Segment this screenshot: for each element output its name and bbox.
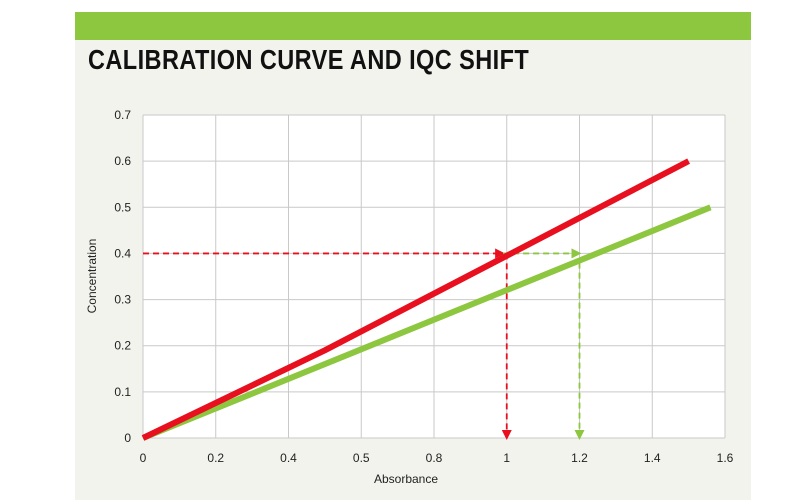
x-tick-label: 0.8 bbox=[426, 451, 443, 465]
x-tick-label: 1 bbox=[503, 451, 510, 465]
y-tick-label: 0.2 bbox=[114, 339, 131, 353]
x-tick-label: 0.2 bbox=[207, 451, 224, 465]
y-tick-label: 0 bbox=[124, 431, 131, 445]
x-tick-label: 1.2 bbox=[571, 451, 588, 465]
x-tick-label: 1.4 bbox=[644, 451, 661, 465]
header-accent-bar bbox=[75, 12, 751, 40]
y-tick-label: 0.3 bbox=[114, 293, 131, 307]
y-tick-label: 0.4 bbox=[114, 246, 131, 260]
x-tick-label: 1.6 bbox=[717, 451, 734, 465]
x-axis-label: Absorbance bbox=[374, 472, 438, 486]
calibration-line-green bbox=[141, 204, 712, 441]
chart-title: CALIBRATION CURVE AND IQC SHIFT bbox=[88, 44, 530, 75]
y-tick-label: 0.7 bbox=[114, 108, 131, 122]
x-tick-label: 0.5 bbox=[353, 451, 370, 465]
y-axis-label: Concentration bbox=[85, 239, 99, 314]
y-tick-label: 0.1 bbox=[114, 385, 131, 399]
y-tick-label: 0.6 bbox=[114, 154, 131, 168]
calibration-line-red bbox=[141, 158, 691, 441]
y-tick-label: 0.5 bbox=[114, 200, 131, 214]
x-tick-label: 0 bbox=[140, 451, 147, 465]
x-tick-label: 0.4 bbox=[280, 451, 297, 465]
